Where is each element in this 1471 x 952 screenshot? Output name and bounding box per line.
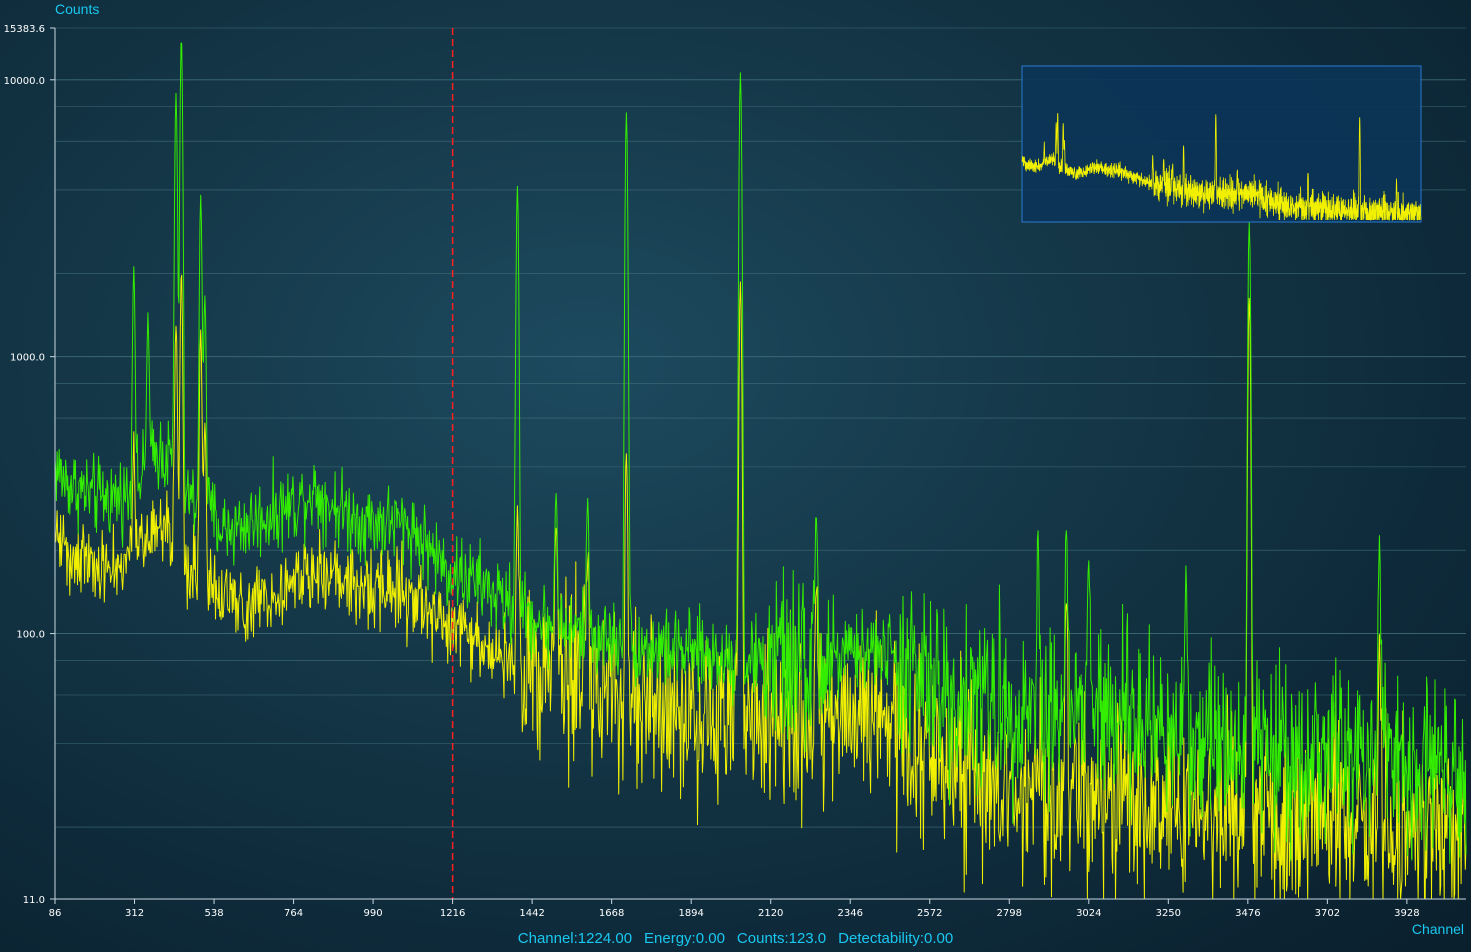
series-line-2	[54, 274, 1467, 900]
x-tick-label: 3024	[1076, 908, 1101, 919]
status-detectability: Detectability:0.00	[838, 930, 954, 947]
series-line-1	[54, 42, 1467, 864]
x-tick-label: 2798	[997, 908, 1022, 919]
y-tick-label: 1000.0	[10, 353, 45, 364]
overview-series-line	[1021, 112, 1422, 221]
y-tick-label: 11.0	[23, 895, 45, 906]
x-tick-label: 1668	[599, 908, 624, 919]
y-axis-title: Counts	[55, 1, 99, 17]
y-tick-label: 10000.0	[4, 76, 45, 87]
y-tick-label: 15383.6	[4, 24, 45, 35]
x-tick-label: 312	[125, 908, 144, 919]
x-tick-label: 1216	[440, 908, 465, 919]
x-tick-label: 538	[204, 908, 223, 919]
x-tick-label: 3702	[1315, 908, 1340, 919]
axis-layer	[54, 28, 1466, 900]
x-tick-label: 764	[284, 908, 303, 919]
x-tick-label: 1442	[519, 908, 544, 919]
x-tick-label: 990	[364, 908, 383, 919]
x-tick-label: 2346	[838, 908, 863, 919]
status-bar: Channel:1224.00 Energy:0.00 Counts:123.0 De…	[0, 930, 1471, 950]
x-tick-label: 86	[49, 908, 62, 919]
x-axis-title: Channel	[1412, 921, 1464, 937]
overview-inset[interactable]	[1021, 65, 1422, 223]
x-tick-label: 3250	[1156, 908, 1181, 919]
x-tick-label: 2120	[758, 908, 783, 919]
status-counts: Counts:123.0	[736, 930, 827, 947]
x-tick-label: 2572	[917, 908, 942, 919]
x-tick-label: 3928	[1394, 908, 1419, 919]
x-tick-label: 3476	[1235, 908, 1260, 919]
x-tick-label: 1894	[678, 908, 703, 919]
status-energy: Energy:0.00	[644, 930, 725, 947]
y-tick-label: 100.0	[16, 630, 45, 641]
series-layer	[54, 42, 1467, 900]
status-channel: Channel:1224.00	[517, 930, 633, 947]
tick-labels: 15383.6 10000.0 1000.0 100.0 11.0 86 312 538 764…	[4, 24, 1420, 919]
